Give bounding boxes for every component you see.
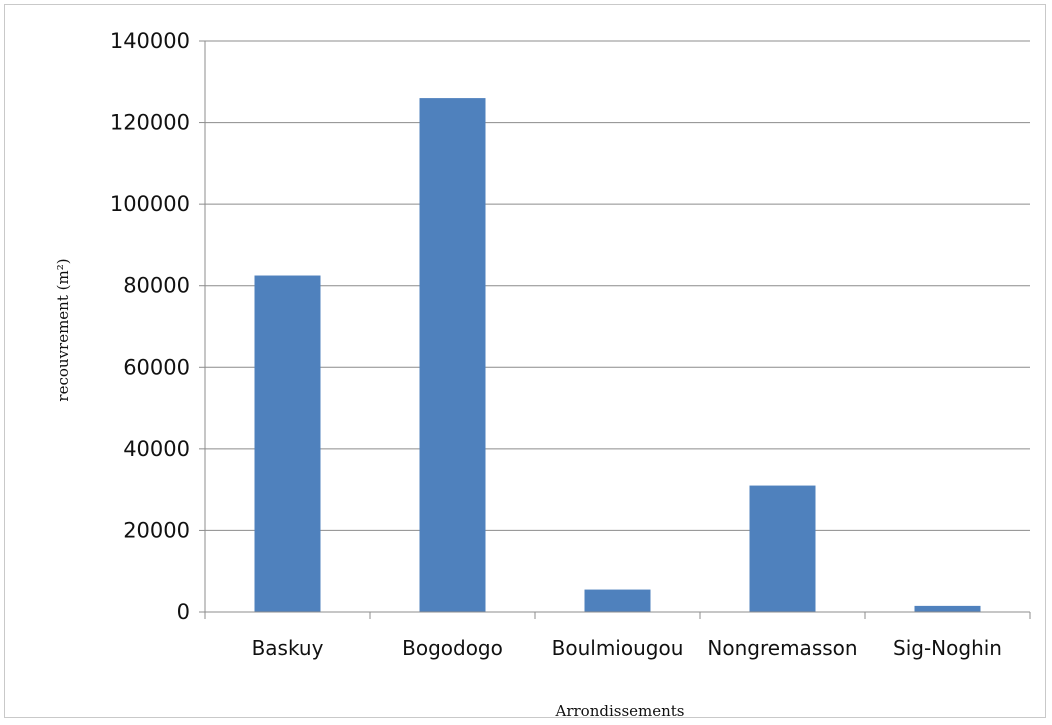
y-tick-label: 120000 — [110, 111, 190, 135]
bars — [254, 98, 981, 613]
x-axis-title: Arrondissements — [554, 702, 684, 720]
x-category-label: Sig-Noghin — [893, 636, 1002, 660]
bar-boulmiougou — [584, 589, 651, 612]
bar-nongremasson — [749, 485, 816, 612]
x-category-labels: Baskuy Bogodogo Boulmiougou Nongremasson Sig… — [252, 636, 1002, 660]
y-tick-label: 40000 — [123, 437, 190, 461]
y-tick-labels: 0 20000 40000 60000 80000 100000 120000 140000 — [110, 29, 190, 624]
y-tick-label: 100000 — [110, 192, 190, 216]
bar-sig-noghin — [914, 605, 981, 612]
bar-baskuy — [254, 275, 321, 612]
y-tick-label: 60000 — [123, 355, 190, 379]
y-tick-label: 80000 — [123, 274, 190, 298]
y-tick-label: 20000 — [123, 518, 190, 542]
bar-bogodogo — [419, 98, 486, 613]
y-tick-label: 0 — [177, 600, 190, 624]
x-category-label: Bogodogo — [402, 636, 503, 660]
y-axis-title: recouvrement (m²) — [54, 258, 72, 401]
x-category-label: Boulmiougou — [552, 636, 684, 660]
y-tick-label: 140000 — [110, 29, 190, 53]
gridlines — [199, 40, 1031, 619]
x-category-label: Baskuy — [252, 636, 324, 660]
x-category-label: Nongremasson — [707, 636, 857, 660]
